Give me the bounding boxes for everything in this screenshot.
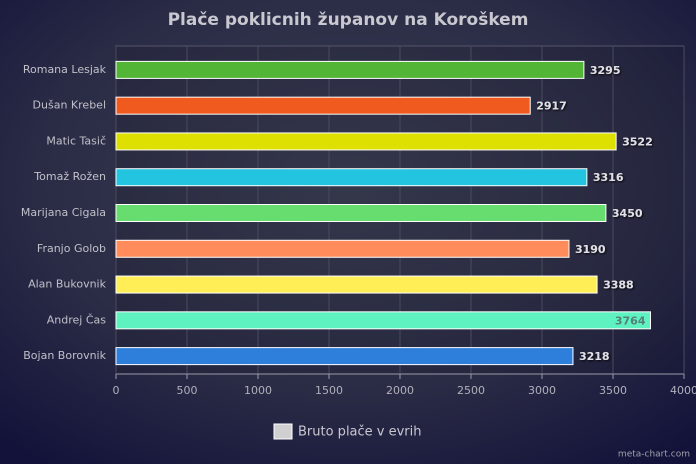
bar — [115, 275, 598, 294]
data-label: 3218 — [579, 350, 610, 363]
bar — [115, 239, 570, 258]
x-tick-label: 0 — [113, 384, 120, 397]
data-label: 2917 — [536, 100, 567, 113]
x-tick-label: 3500 — [599, 384, 627, 397]
data-label: 3190 — [575, 243, 606, 256]
x-tick-label: 2500 — [457, 384, 485, 397]
data-label: 3295 — [590, 64, 621, 77]
legend-label: Bruto plače v evrih — [298, 425, 422, 440]
bar — [115, 204, 607, 222]
x-tick-label: 4000 — [670, 384, 696, 397]
data-label: 3316 — [593, 171, 624, 184]
x-tick-label: 1500 — [315, 384, 343, 397]
bar — [115, 311, 651, 330]
x-tick-label: 500 — [177, 384, 198, 397]
y-tick-label: Alan Bukovnik — [28, 278, 107, 291]
bar — [115, 96, 531, 115]
x-tick-label: 3000 — [528, 384, 556, 397]
y-tick-label: Bojan Borovnik — [23, 349, 106, 362]
bar — [115, 132, 617, 151]
bar — [115, 168, 588, 187]
x-tick-label: 2000 — [386, 384, 414, 397]
data-label: 3764 — [615, 314, 646, 327]
bar — [115, 347, 574, 366]
legend-swatch — [273, 423, 293, 440]
y-tick-label: Dušan Krebel — [33, 99, 106, 112]
y-tick-label: Romana Lesjak — [23, 63, 107, 76]
y-tick-label: Andrej Čas — [47, 313, 107, 326]
bar — [115, 60, 585, 79]
data-label: 3450 — [612, 207, 643, 220]
data-label: 3388 — [603, 279, 634, 292]
chart-title: Plače poklicnih županov na Koroškem — [168, 10, 529, 30]
credit: meta-chart.com — [618, 450, 690, 460]
y-tick-label: Marijana Cigala — [21, 206, 106, 219]
x-tick-label: 1000 — [244, 384, 272, 397]
y-tick-label: Matic Tasič — [46, 134, 106, 147]
y-tick-label: Tomaž Rožen — [33, 170, 106, 183]
y-tick-label: Franjo Golob — [37, 242, 106, 255]
data-label: 3522 — [622, 135, 653, 148]
